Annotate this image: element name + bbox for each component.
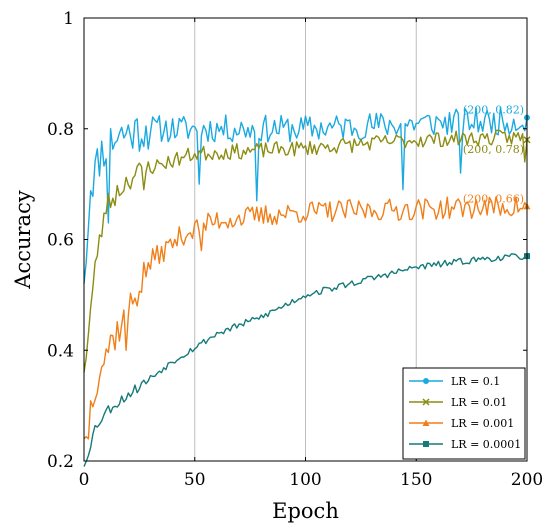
legend-marker-2 (422, 419, 430, 426)
legend-entry-label: LR = 0.001 (451, 417, 514, 430)
legend-entry-label: LR = 0.1 (451, 375, 500, 388)
annotations: (200, 0.82) (200, 0.78) (200, 0.66) (463, 104, 524, 206)
end-value-annotation: (200, 0.82) (463, 104, 524, 117)
legend: LR = 0.1 LR = 0.01 LR = 0.001 LR = 0.0001 (402, 367, 526, 460)
series-line-0 (83, 106, 528, 284)
y-axis-label: Accuracy (11, 190, 35, 290)
chart-grid (194, 18, 417, 461)
legend-marker-0 (423, 378, 429, 384)
x-tick-label: 100 (289, 470, 321, 490)
end-value-annotation: (200, 0.66) (463, 192, 524, 205)
x-tick-label: 0 (79, 470, 90, 490)
x-axis-label: Epoch (272, 499, 339, 523)
series-line-3 (83, 253, 528, 467)
y-tick-label: 1 (63, 9, 74, 29)
series-line-1 (83, 129, 528, 373)
legend-entry-label: LR = 0.0001 (451, 438, 521, 451)
legend-marker-3 (423, 441, 429, 447)
legend-entry-label: LR = 0.01 (451, 396, 507, 409)
x-tick-label: 200 (511, 470, 543, 490)
y-axis-ticks: 0.2 0.4 0.6 0.8 1 (47, 9, 527, 472)
x-tick-label: 150 (400, 470, 432, 490)
series-lines (83, 106, 531, 467)
legend-marker-1 (422, 398, 430, 406)
x-tick-label: 50 (184, 470, 206, 490)
y-tick-label: 0.8 (47, 120, 74, 140)
x-axis-ticks: 0 50 100 150 200 (79, 18, 543, 490)
y-tick-label: 0.2 (47, 452, 74, 472)
series-line-2 (83, 196, 528, 440)
y-tick-label: 0.4 (47, 341, 74, 361)
y-tick-label: 0.6 (47, 231, 74, 251)
end-value-annotation: (200, 0.78) (463, 143, 524, 156)
